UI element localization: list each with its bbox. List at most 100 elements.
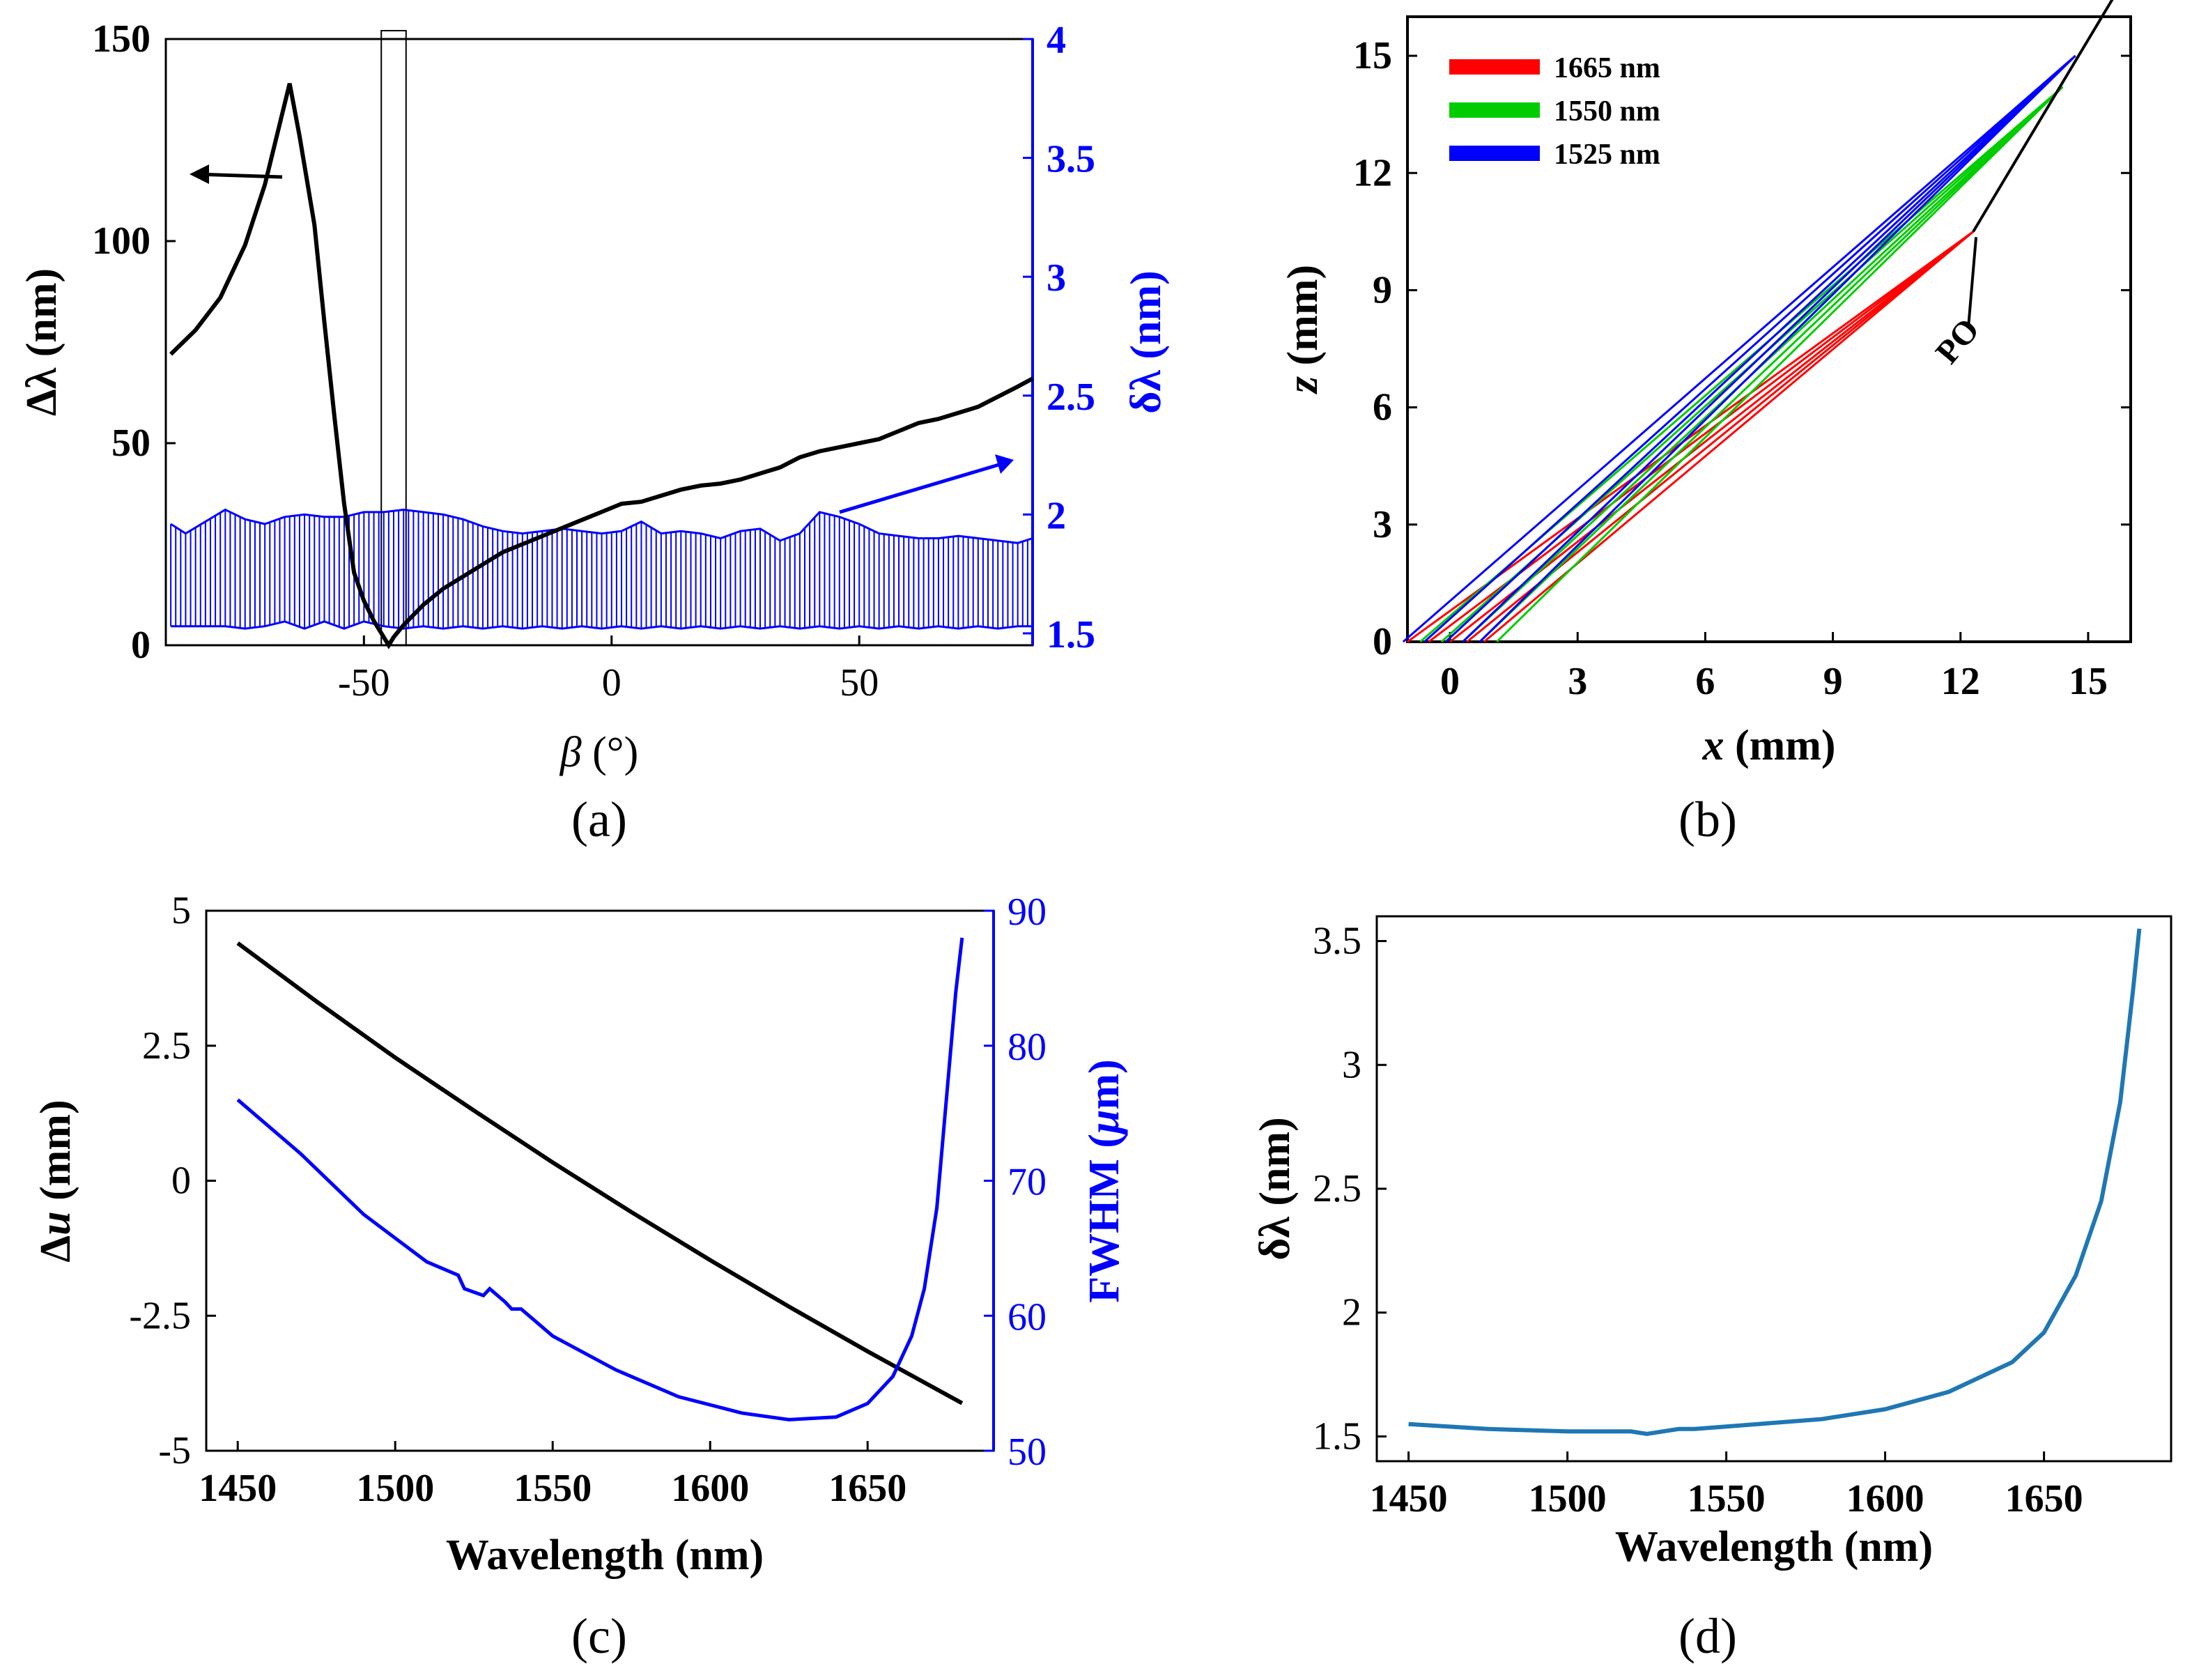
panel-b-xlabel: x (mm) xyxy=(1701,722,1835,769)
panel-c-ylabel-left: Δu (mm) xyxy=(32,1100,79,1262)
panel-b-po-connector xyxy=(1967,237,1978,328)
panel-c-ylabel-right-sym: μ xyxy=(1081,1110,1128,1136)
panel-b-xlabel-unit: (mm) xyxy=(1724,722,1835,769)
panel-b-po-line xyxy=(1972,0,2114,233)
panel-b-ray-1-3 xyxy=(1479,86,2064,643)
panel-b-ray-2-4 xyxy=(1479,54,2076,643)
panel-c-x-tick-label-3: 1600 xyxy=(671,1467,749,1510)
panel-a-x-tick-label-1: 0 xyxy=(602,661,622,704)
panel-d-x-ticks: 1450 1500 1550 1600 1650 xyxy=(1370,1451,2083,1520)
panel-a-highlight-box xyxy=(380,30,407,646)
panel-c-ylabel-left-sym: Δ xyxy=(32,1235,79,1263)
panel-b-y-tick-label-4: 12 xyxy=(1353,151,1392,194)
panel-a-left-arrow xyxy=(196,172,283,179)
panel-c-left-tick-label-2: 0 xyxy=(171,1159,191,1203)
panel-b-legend-label-1: 1550 nm xyxy=(1554,95,1660,128)
panel-b-x-tick-label-0: 0 xyxy=(1440,660,1460,703)
panel-c-left-tick-label-4: 5 xyxy=(171,889,191,932)
panel-a-x-ticks: -50 0 50 xyxy=(338,635,879,704)
panel-b: 0 3 6 9 12 15 0 3 6 9 12 15 PO 1665 nm 1550 nm 1525 … xyxy=(1279,0,2132,847)
panel-b-x-tick-label-1: 3 xyxy=(1568,660,1587,703)
panel-b-x-tick-label-5: 15 xyxy=(2069,660,2108,703)
panel-b-y-ticks: 0 3 6 9 12 15 xyxy=(1353,34,2131,663)
panel-a-left-ticks: 0 50 100 150 xyxy=(92,17,176,667)
panel-c-delta-u-line xyxy=(236,941,964,1405)
panel-b-y-tick-label-0: 0 xyxy=(1373,620,1392,663)
panel-c-caption: (c) xyxy=(571,1608,627,1664)
panel-b-ylabel-sym: z xyxy=(1279,376,1327,394)
panel-b-rays xyxy=(1402,54,2076,643)
panel-a-right-tick-label-2: 2.5 xyxy=(1047,376,1095,419)
panel-c-x-tick-label-1: 1500 xyxy=(356,1467,434,1510)
panel-a-frame xyxy=(164,38,1034,647)
panel-d-y-tick-label-4: 3.5 xyxy=(1313,920,1361,963)
panel-d-y-tick-label-0: 1.5 xyxy=(1313,1415,1361,1458)
panel-c-left-tick-label-0: -5 xyxy=(158,1429,191,1472)
panel-c-x-tick-label-2: 1550 xyxy=(514,1467,592,1510)
panel-a-right-tick-label-4: 3.5 xyxy=(1047,138,1095,181)
panel-c-ylabel-right: FWHM (μm) xyxy=(1081,1059,1128,1303)
panel-d-x-tick-label-2: 1550 xyxy=(1688,1477,1766,1520)
panel-a-x-tick-label-0: -50 xyxy=(338,661,390,704)
panel-b-ray-0-4 xyxy=(1483,231,1975,643)
panel-b-ray-2-3 xyxy=(1462,54,2076,643)
panel-d-y-tick-label-2: 2.5 xyxy=(1313,1167,1361,1210)
panel-a-ylabel-left: Δλ (nm) xyxy=(18,268,65,416)
panel-b-ylabel-unit: (mm) xyxy=(1279,265,1327,376)
panel-a-Delta-lambda-line xyxy=(169,83,1034,649)
panel-d-y-tick-label-3: 3 xyxy=(1342,1043,1361,1086)
panel-d-ylabel: δλ (nm) xyxy=(1251,1117,1299,1261)
panel-c-ylabel-right-pre: FWHM ( xyxy=(1081,1134,1128,1303)
panel-a-xlabel-sym: β xyxy=(559,729,582,776)
panel-a-xlabel-unit: (°) xyxy=(582,729,639,776)
panel-d: 1450 1500 1550 1600 1650 1.5 2 2.5 3 3.5 δλ (nm)… xyxy=(1251,915,2172,1664)
panel-a-right-tick-label-5: 4 xyxy=(1047,19,1066,62)
panel-a-left-tick-label-1: 50 xyxy=(111,422,150,465)
panel-c-left-tick-label-1: -2.5 xyxy=(129,1294,191,1337)
panel-a-band-upper xyxy=(170,508,1033,544)
panel-c-right-tick-label-3: 80 xyxy=(1008,1026,1047,1069)
panel-a-band-lower xyxy=(171,620,1033,630)
panel-c-right-tick-label-1: 60 xyxy=(1008,1295,1047,1339)
panel-b-legend-label-2: 1525 nm xyxy=(1554,139,1660,171)
panel-a-delta-lambda-band xyxy=(170,508,1033,630)
panel-b-ray-1-4 xyxy=(1496,86,2064,643)
panel-b-y-tick-label-2: 6 xyxy=(1373,386,1392,429)
panel-c: 1450 1500 1550 1600 1650 -5 -2.5 0 2.5 5 50 60 70 8… xyxy=(32,889,1128,1664)
panel-a-left-tick-label-2: 100 xyxy=(92,219,150,263)
panel-d-caption: (d) xyxy=(1678,1608,1737,1664)
panel-d-frame xyxy=(1375,915,2172,1463)
panel-a-x-tick-label-2: 50 xyxy=(840,661,879,704)
panel-c-frame xyxy=(205,909,995,1452)
panel-c-right-ticks: 50 60 70 80 90 xyxy=(984,891,1047,1474)
panel-a-right-ticks: 1.5 2 2.5 3 3.5 4 xyxy=(1023,19,1095,656)
panel-b-x-tick-label-2: 6 xyxy=(1695,660,1715,703)
panel-d-xlabel: Wavelength (nm) xyxy=(1615,1523,1933,1571)
panel-c-left-tick-label-3: 2.5 xyxy=(142,1024,191,1068)
panel-d-x-tick-label-4: 1650 xyxy=(2005,1477,2083,1520)
panel-c-ylabel-left-unit: (mm) xyxy=(32,1100,79,1211)
panel-a-right-tick-label-3: 3 xyxy=(1047,256,1066,300)
panel-d-y-tick-label-1: 2 xyxy=(1342,1291,1361,1334)
panel-a-right-arrowhead xyxy=(995,454,1014,474)
panel-c-right-tick-label-0: 50 xyxy=(1008,1431,1047,1474)
panel-b-po-label: PO xyxy=(1929,311,1986,371)
panel-c-x-tick-label-4: 1650 xyxy=(828,1467,906,1510)
panel-b-legend-label-0: 1665 nm xyxy=(1554,52,1660,84)
panel-a-ylabel-right: δλ (nm) xyxy=(1122,270,1170,414)
panel-d-x-tick-label-0: 1450 xyxy=(1370,1477,1448,1520)
panel-a-left-tick-label-0: 0 xyxy=(131,624,150,667)
panel-c-x-ticks: 1450 1500 1550 1600 1650 xyxy=(199,1441,906,1510)
panel-b-frame xyxy=(1406,15,2132,643)
panel-c-right-tick-label-2: 70 xyxy=(1008,1161,1047,1204)
panel-a-right-tick-label-0: 1.5 xyxy=(1047,613,1095,656)
panel-c-x-tick-label-0: 1450 xyxy=(199,1467,277,1510)
panel-d-delta-lambda-line xyxy=(1408,928,2142,1436)
panel-c-xlabel: Wavelength (nm) xyxy=(446,1532,764,1579)
panel-b-ray-2-2 xyxy=(1444,54,2076,643)
panel-c-left-ticks: -5 -2.5 0 2.5 5 xyxy=(129,889,216,1472)
panel-c-ylabel-left-var: u xyxy=(32,1211,79,1235)
panel-c-ylabel-right-post: m) xyxy=(1081,1059,1128,1109)
panel-b-y-tick-label-1: 3 xyxy=(1373,503,1392,546)
